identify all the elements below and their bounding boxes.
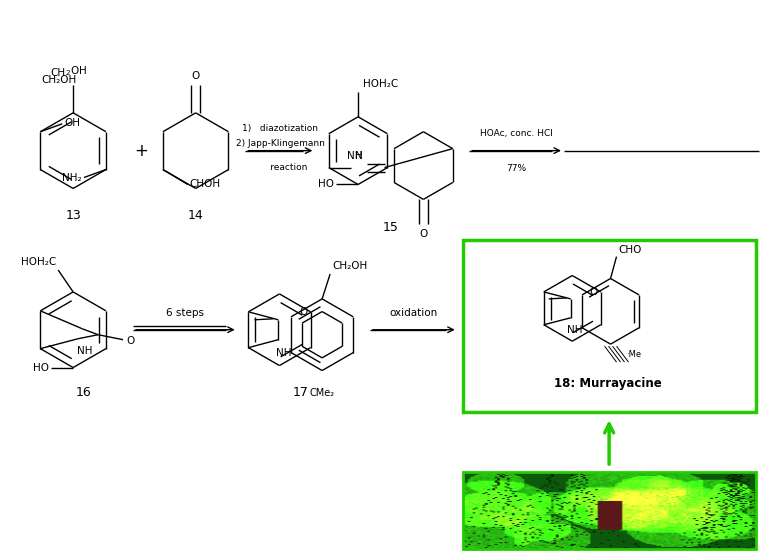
Text: HOH₂C: HOH₂C — [21, 257, 56, 267]
Text: $_2$OH: $_2$OH — [65, 64, 87, 78]
Text: 17: 17 — [293, 386, 309, 399]
Text: 1)   diazotization: 1) diazotization — [243, 124, 318, 133]
Text: 77%: 77% — [506, 164, 526, 173]
Text: CH₂OH: CH₂OH — [332, 261, 367, 271]
Text: O: O — [126, 336, 135, 346]
Text: CHO: CHO — [619, 245, 642, 255]
Text: HO: HO — [318, 179, 334, 189]
Text: 13: 13 — [65, 209, 81, 222]
Text: NH: NH — [275, 347, 291, 357]
Text: NH: NH — [77, 346, 93, 356]
Text: NH: NH — [347, 150, 362, 160]
Text: 14: 14 — [187, 209, 203, 222]
Text: NH₂: NH₂ — [63, 174, 82, 184]
Text: O: O — [299, 307, 308, 317]
Text: N: N — [355, 150, 363, 160]
Text: HOH₂C: HOH₂C — [363, 79, 399, 89]
Text: ·Me: ·Me — [627, 350, 642, 359]
Text: 6 steps: 6 steps — [166, 308, 204, 318]
Text: OH: OH — [64, 118, 80, 128]
Text: 18: Murrayacine: 18: Murrayacine — [555, 377, 662, 390]
Text: CHOH: CHOH — [190, 179, 221, 189]
Text: CH₂OH: CH₂OH — [41, 75, 76, 85]
Text: oxidation: oxidation — [389, 308, 438, 318]
Text: CH: CH — [50, 68, 65, 78]
Text: O: O — [589, 287, 597, 297]
Text: +: + — [134, 142, 148, 160]
Text: O: O — [191, 71, 200, 81]
Text: HOAc, conc. HCl: HOAc, conc. HCl — [480, 129, 553, 138]
Text: HO: HO — [33, 362, 49, 372]
Bar — [463, 472, 756, 549]
Text: reaction: reaction — [253, 163, 308, 171]
Text: CMe₂: CMe₂ — [310, 388, 335, 398]
Text: NH: NH — [567, 325, 582, 335]
Text: 16: 16 — [75, 386, 91, 399]
Text: 15: 15 — [382, 221, 399, 234]
Text: O: O — [419, 229, 428, 239]
Bar — [463, 240, 756, 412]
Text: 2) Japp-Klingemann: 2) Japp-Klingemann — [236, 139, 325, 148]
